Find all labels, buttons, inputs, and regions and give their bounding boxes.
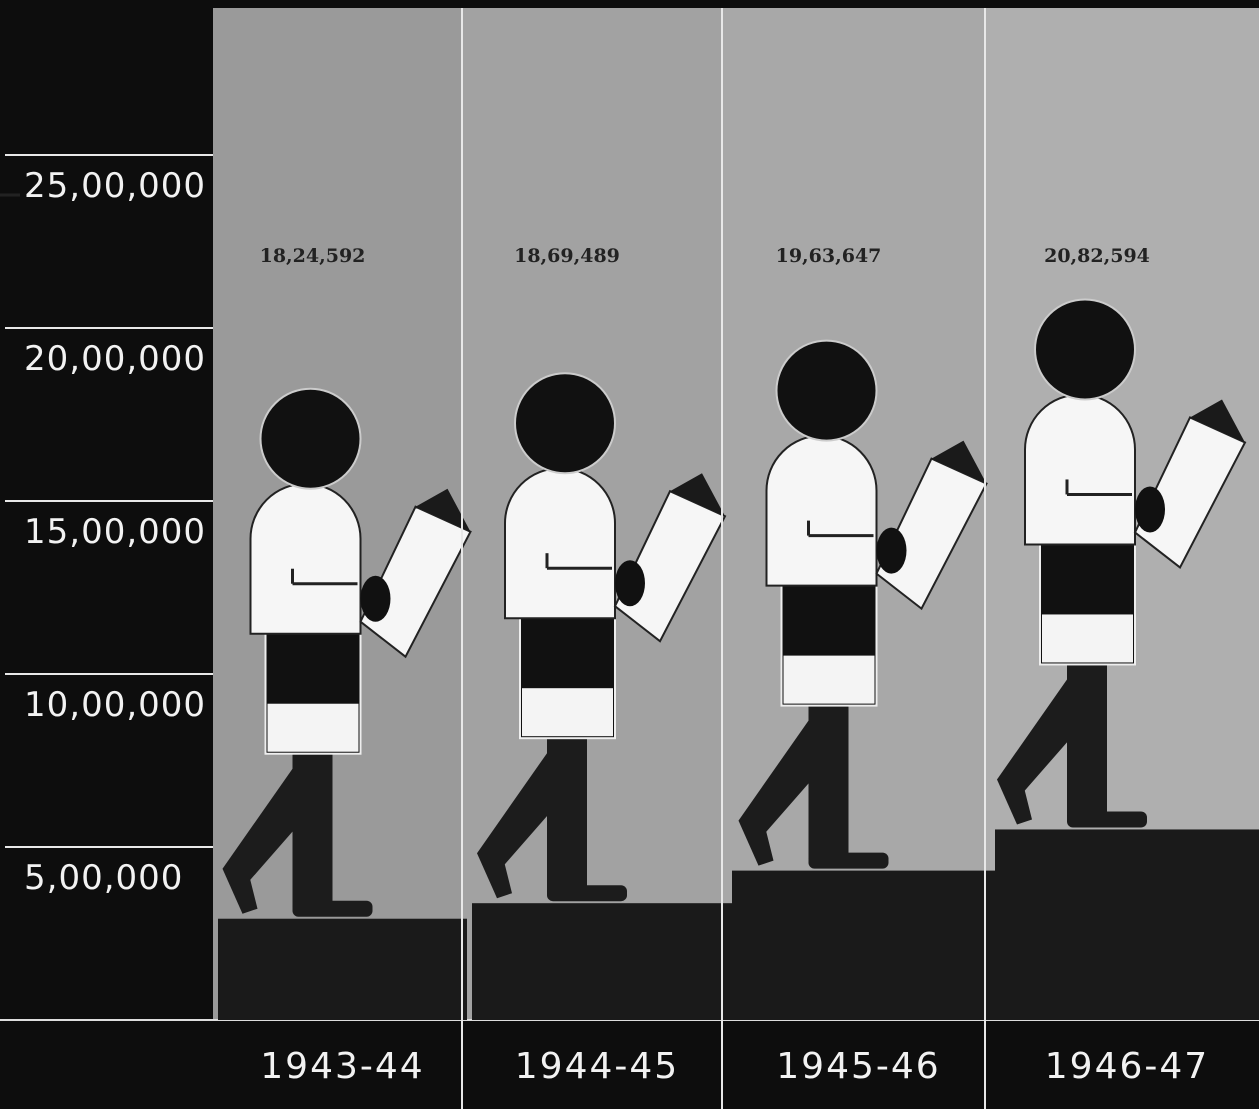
- foot: [547, 885, 627, 901]
- hand: [361, 576, 391, 622]
- shorts-band: [522, 688, 613, 736]
- leg: [809, 701, 849, 861]
- value-label: 20,82,594: [1044, 245, 1150, 267]
- y-tick-label: 15,00,000: [24, 512, 206, 552]
- y-tick-label: 10,00,000: [24, 685, 206, 725]
- torso: [251, 484, 361, 634]
- head: [261, 389, 361, 489]
- foot: [293, 901, 373, 917]
- leg: [547, 733, 587, 893]
- leg: [293, 749, 333, 909]
- torso: [1025, 394, 1135, 544]
- step: [218, 919, 467, 1020]
- torso: [505, 468, 615, 618]
- value-label: 18,24,592: [260, 245, 366, 267]
- x-tick-label: 1944-45: [515, 1046, 679, 1087]
- shorts-band: [1042, 614, 1133, 662]
- shorts-band: [784, 656, 875, 704]
- x-tick-label: 1945-46: [776, 1046, 940, 1087]
- head: [515, 373, 615, 473]
- shorts-band: [268, 704, 359, 752]
- x-tick-label: 1943-44: [260, 1046, 424, 1087]
- y-tick-label: 5,00,000: [24, 858, 183, 898]
- value-label: 19,63,647: [776, 245, 882, 267]
- hand: [1135, 486, 1165, 532]
- value-label: 18,69,489: [514, 245, 620, 267]
- step: [732, 871, 995, 1020]
- chart: 5,00,000 10,00,000 15,00,000 20,00,000 25,00…: [0, 0, 1259, 1109]
- head: [1035, 299, 1135, 399]
- hand: [877, 528, 907, 574]
- foot: [809, 853, 889, 869]
- leg: [1067, 659, 1107, 819]
- y-tick-label: 20,00,000: [24, 339, 206, 379]
- y-tick-label: 25,00,000: [24, 166, 206, 206]
- step: [995, 829, 1259, 1020]
- x-tick-label: 1946-47: [1045, 1046, 1209, 1087]
- head: [777, 341, 877, 441]
- step: [472, 903, 732, 1020]
- foot: [1067, 811, 1147, 827]
- torso: [767, 436, 877, 586]
- hand: [615, 560, 645, 606]
